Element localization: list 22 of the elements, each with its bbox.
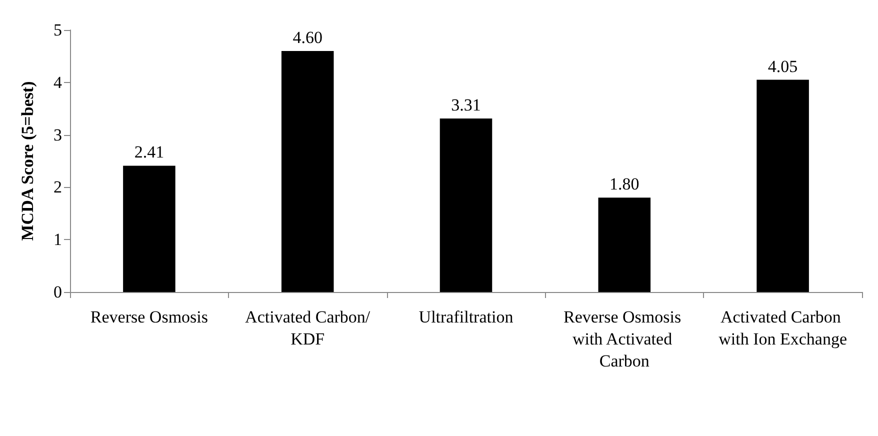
bar	[756, 80, 809, 292]
data-label: 1.80	[610, 174, 640, 194]
x-tick-label: Activated Carbon/KDF	[245, 308, 370, 348]
data-label: 3.31	[451, 96, 481, 115]
y-tick-label: 4	[54, 72, 62, 92]
y-tick-label: 3	[54, 125, 62, 144]
y-tick-label: 1	[54, 230, 62, 250]
y-tick-label: 2	[54, 178, 62, 197]
x-tick-label: Activated Carbon with Ion Exchange	[718, 308, 848, 348]
y-tick-label: 5	[54, 20, 62, 40]
x-tick-label: Reverse Osmosis	[90, 308, 208, 326]
y-tick-label: 0	[54, 282, 62, 302]
data-label: 2.41	[134, 142, 164, 162]
bar	[598, 198, 651, 292]
bar	[281, 50, 334, 292]
bar	[440, 118, 492, 292]
data-label: 4.60	[292, 28, 322, 47]
x-tick-label: Reverse Osmosis with Activated Carbon	[563, 308, 686, 370]
y-axis-title: MCDA Score (5=best)	[18, 81, 37, 241]
bar	[123, 166, 176, 292]
data-label: 4.05	[768, 56, 798, 76]
x-tick-label: Ultrafiltration	[418, 308, 514, 326]
